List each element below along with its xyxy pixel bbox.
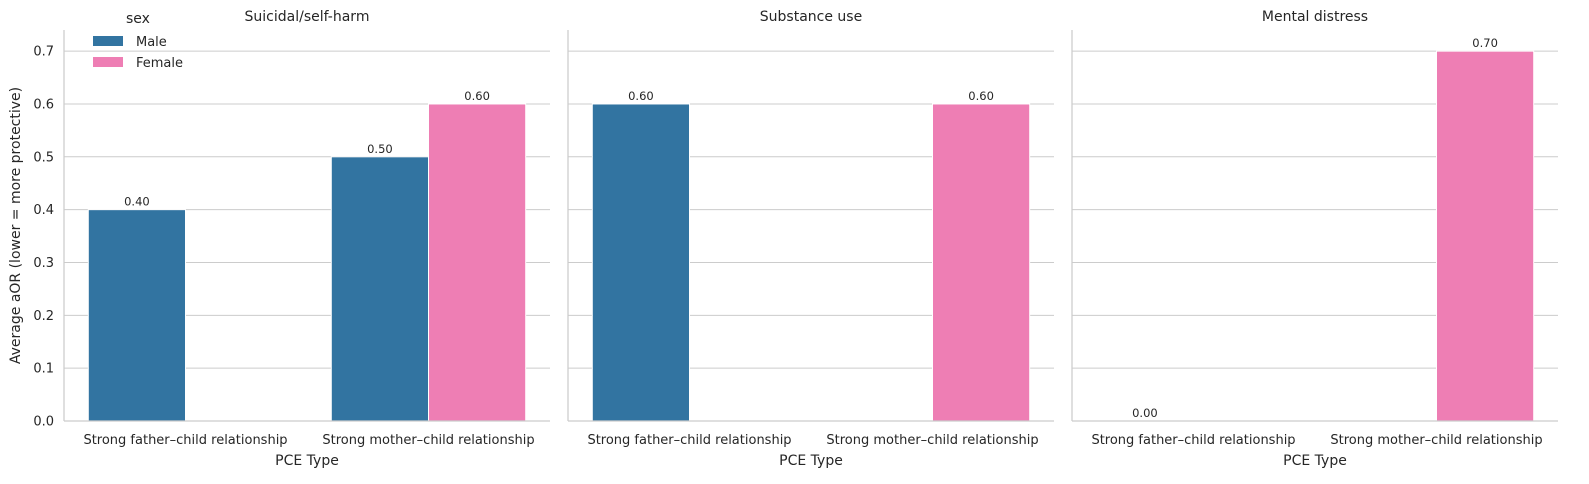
x-tick-label-1-1: Strong mother–child relationship: [826, 433, 1038, 448]
bar-2-female-1: [1436, 50, 1535, 422]
bar-1-male-0: [591, 103, 690, 422]
data-label-0-0-1: 0.50: [367, 142, 393, 156]
y-tick-label-2: 0.2: [33, 309, 54, 324]
y-axis-label: Average aOR (lower = more protective): [8, 87, 24, 364]
bar-0-male-0: [87, 209, 186, 422]
legend-swatch-male: [93, 36, 123, 46]
y-tick-label-7: 0.7: [33, 45, 54, 60]
legend-title: sex: [126, 11, 150, 27]
y-tick-label-5: 0.5: [33, 150, 54, 165]
data-label-1-0-0: 0.60: [628, 89, 654, 103]
data-label-1-1-1: 0.60: [968, 89, 994, 103]
legend-label-female: Female: [136, 56, 183, 71]
x-tick-label-1-0: Strong father–child relationship: [587, 433, 791, 448]
panel-title-0: Suicidal/self-harm: [245, 9, 370, 25]
x-tick-label-0-1: Strong mother–child relationship: [322, 433, 534, 448]
panel-title-1: Substance use: [760, 9, 862, 25]
y-tick-label-1: 0.1: [33, 362, 54, 377]
bar-1-female-1: [932, 103, 1031, 422]
data-label-2-1-1: 0.70: [1472, 36, 1498, 50]
x-tick-label-2-0: Strong father–child relationship: [1091, 433, 1295, 448]
y-tick-label-0: 0.0: [33, 415, 54, 430]
y-tick-label-6: 0.6: [33, 97, 54, 112]
x-tick-label-2-1: Strong mother–child relationship: [1330, 433, 1542, 448]
legend-swatch-female: [93, 57, 123, 67]
x-tick-label-0-0: Strong father–child relationship: [83, 433, 287, 448]
x-axis-label-2: PCE Type: [1283, 453, 1347, 469]
bar-0-male-1: [330, 156, 429, 422]
x-axis-label-0: PCE Type: [275, 453, 339, 469]
y-tick-label-4: 0.4: [33, 203, 54, 218]
x-axis-label-1: PCE Type: [779, 453, 843, 469]
bar-0-female-1: [428, 103, 527, 422]
data-label-0-1-1: 0.60: [464, 89, 490, 103]
legend-label-male: Male: [136, 35, 167, 50]
data-label-0-0-0: 0.40: [124, 195, 150, 209]
y-tick-label-3: 0.3: [33, 256, 54, 271]
panel-title-2: Mental distress: [1262, 9, 1368, 25]
data-label-2-0-0: 0.00: [1132, 406, 1158, 420]
